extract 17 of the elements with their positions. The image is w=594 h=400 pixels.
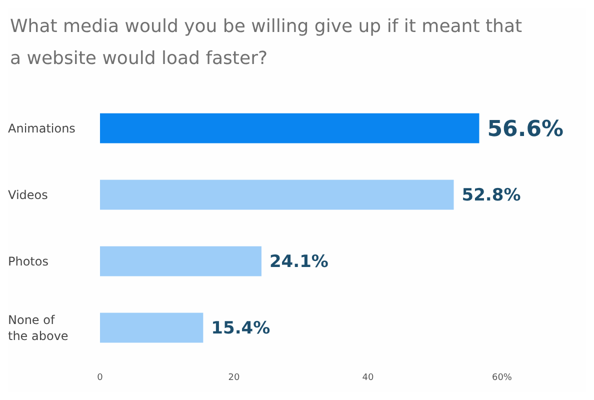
- y-tick-label: Photos: [8, 254, 48, 268]
- y-tick-label: None of the above: [8, 312, 68, 343]
- x-tick-label: 60%: [492, 373, 512, 383]
- x-tick-label: 20: [228, 373, 240, 383]
- x-tick-label: 40: [362, 373, 374, 383]
- x-tick-label: 0: [97, 373, 104, 383]
- bar: [100, 312, 204, 343]
- bar: [100, 113, 480, 144]
- chart-title: What media would you be willing give up if it meant that a website would load faster?: [10, 16, 522, 69]
- bar: [100, 246, 262, 276]
- bar: [100, 180, 454, 210]
- y-tick-label: Animations: [8, 121, 76, 136]
- data-label: 24.1%: [269, 252, 328, 272]
- data-label: 56.6%: [487, 116, 564, 142]
- data-label: 15.4%: [211, 318, 270, 339]
- data-label: 52.8%: [462, 186, 521, 206]
- y-tick-label: Videos: [8, 188, 48, 202]
